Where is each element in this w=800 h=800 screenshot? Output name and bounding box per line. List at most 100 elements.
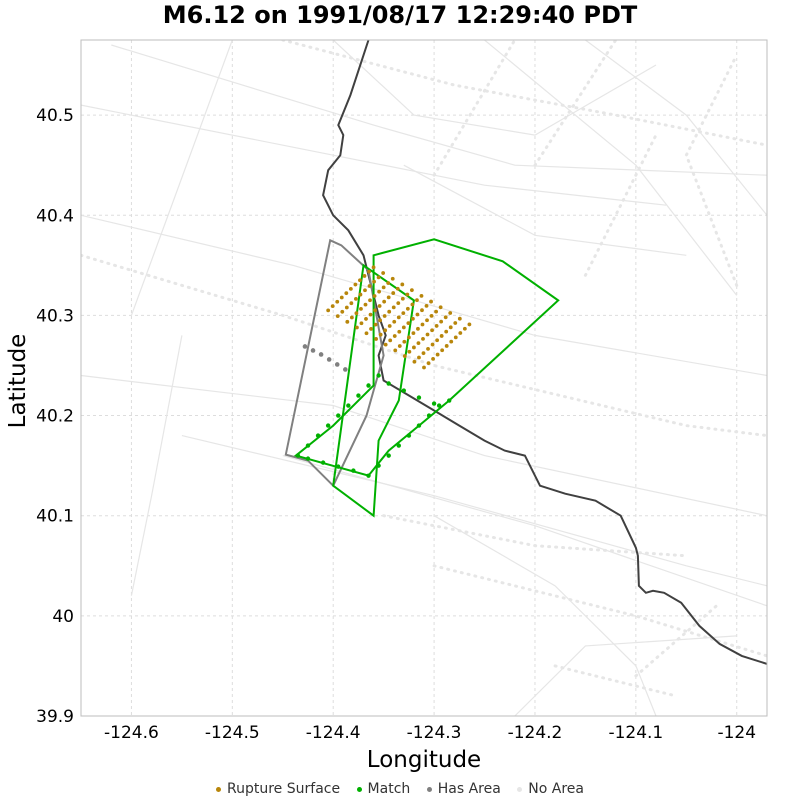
x-tick-label: -124.6 xyxy=(104,723,159,743)
match-point xyxy=(386,453,391,458)
rupture-surface-point xyxy=(419,293,424,298)
rupture-surface-point xyxy=(402,339,407,344)
x-tick-label: -124.1 xyxy=(608,723,663,743)
rupture-surface-point xyxy=(417,355,421,360)
rupture-surface-point xyxy=(405,306,410,311)
has-area-point xyxy=(334,362,340,367)
coastline xyxy=(322,40,767,665)
rupture-surface-point xyxy=(339,295,344,300)
rupture-surface-point xyxy=(425,332,430,337)
rupture-surface-point xyxy=(330,304,335,308)
y-tick-label: 40.3 xyxy=(36,306,74,326)
rupture-surface-point xyxy=(439,334,444,338)
legend-item-has-area: Has Area xyxy=(426,779,501,799)
rupture-surface-point xyxy=(353,282,358,287)
legend-label: Has Area xyxy=(437,781,501,797)
y-axis-label: Latitude xyxy=(5,334,31,429)
rupture-surface-point xyxy=(381,271,386,275)
rupture-surface-point xyxy=(354,311,359,316)
has-area-layer xyxy=(284,238,385,488)
y-tick-label: 40.2 xyxy=(36,407,74,427)
plot-background xyxy=(81,40,767,716)
rupture-surface-point xyxy=(376,275,381,280)
no-area-dotted-trace xyxy=(432,40,517,177)
rupture-surface-point xyxy=(397,344,402,348)
rupture-surface-point xyxy=(435,352,440,357)
rupture-surface-point xyxy=(448,311,453,315)
rupture-surface-point xyxy=(429,299,433,304)
match-point xyxy=(336,464,341,469)
match-point xyxy=(366,473,371,478)
rupture-surface-point xyxy=(395,286,400,291)
rupture-surface-point xyxy=(371,265,376,270)
match-point xyxy=(386,381,391,386)
rupture-surface-point xyxy=(387,309,392,314)
rupture-surface-point xyxy=(426,346,430,351)
rupture-surface-point xyxy=(443,315,448,320)
x-tick-label: -124.5 xyxy=(205,723,260,743)
y-tick-label: 40.5 xyxy=(36,106,74,126)
rupture-surface-point xyxy=(424,303,429,308)
rupture-surface-point xyxy=(412,345,416,350)
rupture-surface-point xyxy=(378,332,383,337)
no-area-fault-trace xyxy=(181,435,767,587)
rupture-surface-point xyxy=(438,305,443,310)
rupture-surface-point xyxy=(340,309,345,314)
rupture-surface-point xyxy=(412,359,417,364)
legend-item-no-area: No Area xyxy=(517,779,584,799)
legend-label: Match xyxy=(367,781,411,797)
rupture-surface-point xyxy=(345,319,350,324)
rupture-surface-point xyxy=(363,302,368,307)
no-area-fault-trace xyxy=(514,635,737,716)
match-point xyxy=(305,443,311,448)
rupture-surface-point xyxy=(374,337,378,341)
rupture-surface-point xyxy=(386,281,391,285)
legend-item-rupture-surface: Rupture Surface xyxy=(216,779,340,799)
match-point xyxy=(295,453,301,458)
x-tick-label: -124 xyxy=(717,723,756,743)
rupture-surface-point xyxy=(448,325,453,330)
no-area-dotted-trace xyxy=(553,664,678,698)
rupture-surface-layer xyxy=(326,265,472,370)
rupture-surface-point xyxy=(349,301,354,306)
rupture-surface-point xyxy=(431,356,435,361)
y-tick-label: 40.4 xyxy=(36,206,74,226)
rupture-surface-point xyxy=(420,322,425,327)
no-area-fault-trace xyxy=(130,40,233,316)
rupture-surface-point xyxy=(383,342,388,347)
rupture-surface-point xyxy=(406,321,411,326)
match-point xyxy=(416,395,422,400)
rupture-surface-point xyxy=(421,351,426,356)
match-outline xyxy=(332,263,415,518)
rupture-surface-point xyxy=(426,361,431,366)
rupture-surface-point xyxy=(393,348,398,353)
legend-dot-no-area xyxy=(517,786,523,792)
no-area-fault-trace xyxy=(433,515,657,716)
rupture-surface-point xyxy=(406,335,411,340)
rupture-surface-point xyxy=(372,294,377,298)
rupture-surface-point xyxy=(444,329,449,334)
rupture-surface-point xyxy=(462,326,467,331)
no-area-fault-trace xyxy=(484,40,738,296)
no-area-dotted-trace xyxy=(382,514,688,558)
rupture-surface-point xyxy=(429,314,434,318)
has-area-point xyxy=(343,367,348,372)
x-tick-label: -124.4 xyxy=(306,723,361,743)
rupture-surface-point xyxy=(368,312,373,317)
no-area-fault-trace xyxy=(403,164,687,256)
legend: Rupture Surface Match Has Area No Area xyxy=(0,779,800,799)
rupture-surface-point xyxy=(410,302,415,307)
rupture-surface-point xyxy=(358,292,363,297)
has-area-point xyxy=(318,352,324,357)
rupture-surface-point xyxy=(382,299,387,304)
no-area-fault-trace xyxy=(81,104,667,206)
match-point xyxy=(406,433,412,438)
rupture-surface-point xyxy=(422,365,426,370)
rupture-surface-point xyxy=(390,276,395,281)
rupture-surface-point xyxy=(382,314,387,318)
match-point xyxy=(426,413,432,418)
y-tick-label: 39.9 xyxy=(36,707,74,727)
match-outline xyxy=(293,238,560,477)
rupture-surface-point xyxy=(401,311,406,316)
rupture-surface-point xyxy=(391,291,396,295)
